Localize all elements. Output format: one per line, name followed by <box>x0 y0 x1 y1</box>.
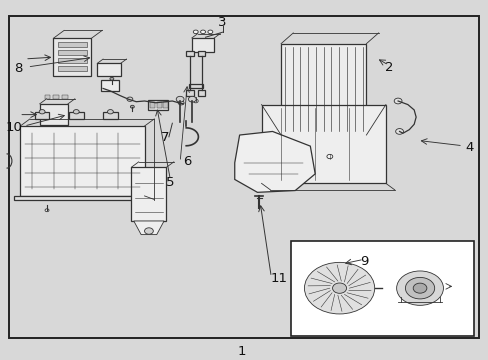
Circle shape <box>393 98 401 104</box>
Bar <box>62 95 68 99</box>
Bar <box>148 100 168 110</box>
Circle shape <box>154 101 159 105</box>
Text: 4: 4 <box>465 141 473 154</box>
Bar <box>40 104 68 125</box>
Circle shape <box>193 30 198 33</box>
Bar <box>185 90 193 96</box>
Bar <box>53 95 59 99</box>
Circle shape <box>130 105 134 108</box>
Circle shape <box>45 209 49 212</box>
Polygon shape <box>134 221 163 235</box>
Circle shape <box>127 97 133 102</box>
Circle shape <box>73 109 79 114</box>
Bar <box>14 196 150 200</box>
Bar <box>150 103 155 108</box>
Bar <box>44 95 50 99</box>
Circle shape <box>39 109 45 114</box>
Circle shape <box>188 96 196 102</box>
Circle shape <box>193 99 198 103</box>
Circle shape <box>395 129 403 134</box>
Bar <box>281 44 366 135</box>
Circle shape <box>178 101 183 105</box>
Circle shape <box>200 30 205 33</box>
Polygon shape <box>234 131 315 192</box>
Circle shape <box>396 271 443 305</box>
Text: 9: 9 <box>359 255 367 268</box>
Circle shape <box>304 262 374 314</box>
Bar <box>53 38 91 76</box>
Bar <box>20 126 144 196</box>
Circle shape <box>107 109 113 114</box>
Circle shape <box>207 30 212 33</box>
Text: 7: 7 <box>161 131 169 144</box>
Text: 2: 2 <box>384 61 392 74</box>
Bar <box>69 112 83 119</box>
Bar <box>9 17 478 338</box>
Circle shape <box>332 283 346 293</box>
Bar <box>131 167 166 221</box>
Bar <box>185 51 193 56</box>
Bar <box>58 58 86 63</box>
Circle shape <box>405 278 434 299</box>
Bar <box>35 112 49 119</box>
Circle shape <box>110 77 114 80</box>
Bar <box>188 84 202 89</box>
Text: 3: 3 <box>218 17 226 30</box>
Text: 5: 5 <box>166 176 174 189</box>
Text: 10: 10 <box>5 121 22 134</box>
Circle shape <box>412 283 426 293</box>
Circle shape <box>176 96 183 102</box>
Bar <box>197 90 205 96</box>
Bar <box>197 51 205 56</box>
Text: 11: 11 <box>269 272 286 285</box>
Bar <box>290 241 473 336</box>
Bar <box>261 104 385 183</box>
Bar <box>191 38 214 51</box>
Bar <box>103 112 118 119</box>
Bar <box>101 80 119 91</box>
Bar <box>157 103 161 108</box>
Circle shape <box>144 228 153 234</box>
Bar <box>58 66 86 71</box>
Bar <box>97 63 121 76</box>
Text: 8: 8 <box>14 62 22 75</box>
Bar <box>163 103 167 108</box>
Circle shape <box>326 154 332 159</box>
Text: 1: 1 <box>237 345 246 357</box>
Bar <box>58 50 86 55</box>
Bar <box>58 42 86 47</box>
Text: 6: 6 <box>183 155 191 168</box>
